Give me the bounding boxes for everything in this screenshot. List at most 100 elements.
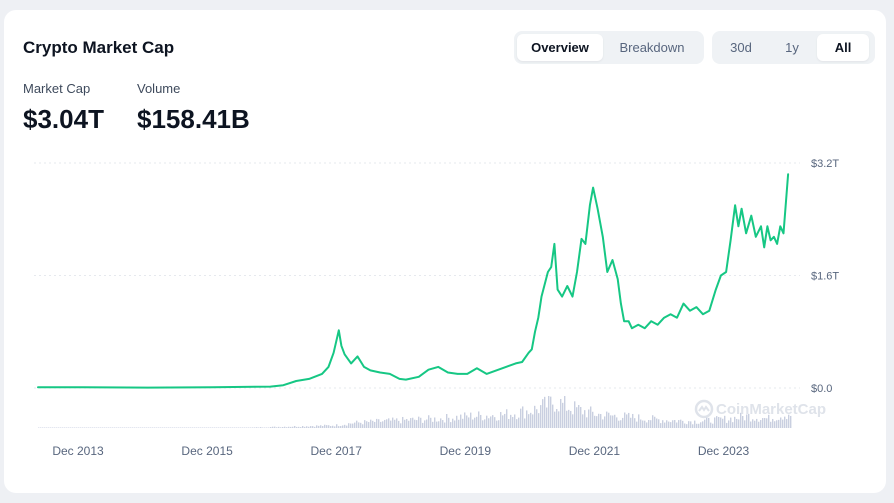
volume-bar bbox=[528, 414, 530, 428]
volume-bar bbox=[530, 412, 532, 428]
volume-bar bbox=[302, 426, 304, 428]
x-tick-label: Dec 2013 bbox=[52, 444, 104, 458]
volume-bar bbox=[444, 422, 446, 428]
volume-bar bbox=[92, 427, 94, 428]
volume-bar bbox=[446, 413, 448, 428]
volume-bar bbox=[720, 417, 722, 428]
volume-bar bbox=[378, 419, 380, 428]
volume-bar bbox=[252, 427, 254, 428]
volume-bar bbox=[552, 404, 554, 428]
volume-bar bbox=[538, 413, 540, 428]
volume-bar bbox=[306, 426, 308, 428]
volume-bar bbox=[694, 420, 696, 428]
volume-bar bbox=[300, 427, 302, 428]
volume-bar bbox=[166, 427, 168, 428]
volume-bar bbox=[114, 427, 116, 428]
volume-bar bbox=[492, 415, 494, 428]
volume-bar bbox=[340, 425, 342, 428]
volume-bar bbox=[282, 427, 284, 428]
volume-bar bbox=[758, 421, 760, 428]
volume-bar bbox=[486, 415, 488, 428]
volume-bar bbox=[546, 407, 548, 428]
volume-bar bbox=[172, 427, 174, 428]
volume-bar bbox=[498, 420, 500, 428]
y-tick-label: $3.2T bbox=[811, 158, 839, 170]
volume-bar bbox=[752, 419, 754, 428]
volume-bar bbox=[700, 422, 702, 428]
volume-bar bbox=[596, 416, 598, 428]
chart-line-layer bbox=[37, 173, 790, 389]
volume-bar bbox=[592, 411, 594, 428]
volume-bar bbox=[204, 427, 206, 428]
volume-bar bbox=[722, 418, 724, 428]
volume-bar bbox=[244, 427, 246, 428]
volume-bar bbox=[84, 427, 86, 428]
volume-bar bbox=[228, 427, 230, 428]
volume-bar bbox=[82, 427, 84, 428]
market-cap-value: $3.04T bbox=[23, 104, 104, 134]
x-tick-label: Dec 2023 bbox=[698, 444, 750, 458]
volume-bar bbox=[658, 419, 660, 428]
volume-bar bbox=[516, 419, 518, 428]
volume-bar bbox=[578, 404, 580, 428]
volume-bar bbox=[634, 418, 636, 428]
volume-bar bbox=[156, 427, 158, 428]
volume-bar bbox=[372, 420, 374, 428]
volume-bar bbox=[368, 422, 370, 428]
volume-bar bbox=[500, 412, 502, 428]
range-all-button[interactable]: All bbox=[817, 34, 869, 61]
volume-bar bbox=[490, 416, 492, 428]
volume-bar bbox=[66, 427, 68, 428]
volume-bar bbox=[506, 409, 508, 428]
volume-bar bbox=[192, 427, 194, 428]
volume-bar bbox=[536, 409, 538, 428]
tab-overview[interactable]: Overview bbox=[517, 34, 603, 61]
range-1y-button[interactable]: 1y bbox=[785, 40, 799, 55]
volume-bar bbox=[222, 427, 224, 428]
volume-bar bbox=[678, 420, 680, 428]
volume-bar bbox=[146, 427, 148, 428]
volume-bar bbox=[94, 427, 96, 428]
volume-bar bbox=[374, 421, 376, 428]
volume-bar bbox=[268, 427, 270, 428]
volume-bar bbox=[442, 420, 444, 428]
range-30d-button[interactable]: 30d bbox=[730, 40, 752, 55]
volume-bar bbox=[624, 412, 626, 428]
volume-bar bbox=[320, 425, 322, 428]
volume-bar bbox=[352, 423, 354, 428]
volume-bar bbox=[476, 416, 478, 428]
volume-bar bbox=[174, 427, 176, 428]
volume-bar bbox=[152, 427, 154, 428]
volume-bar bbox=[304, 426, 306, 428]
volume-bar bbox=[376, 418, 378, 428]
volume-bar bbox=[108, 427, 110, 428]
volume-bar bbox=[80, 427, 82, 428]
tab-breakdown[interactable]: Breakdown bbox=[619, 40, 685, 55]
volume-bar bbox=[232, 427, 234, 428]
volume-bar bbox=[698, 423, 700, 428]
volume-bar bbox=[416, 420, 418, 428]
volume-bar bbox=[666, 420, 668, 428]
volume-bar bbox=[388, 418, 390, 428]
volume-bar bbox=[418, 416, 420, 428]
volume-bar bbox=[72, 427, 74, 428]
market-cap-card: Crypto Market Cap Overview Breakdown 30d… bbox=[4, 10, 886, 493]
volume-bar bbox=[520, 408, 522, 428]
volume-bar bbox=[554, 411, 556, 428]
volume-bar bbox=[310, 426, 312, 428]
volume-bar bbox=[296, 426, 298, 428]
volume-bar bbox=[356, 420, 358, 428]
volume-bar bbox=[332, 425, 334, 428]
market-cap-label: Market Cap bbox=[23, 81, 91, 96]
market-cap-line[interactable] bbox=[37, 173, 790, 389]
volume-bar bbox=[248, 427, 250, 428]
volume-bar bbox=[330, 426, 332, 428]
volume-bar bbox=[184, 427, 186, 428]
volume-bar bbox=[620, 420, 622, 428]
volume-bar bbox=[510, 414, 512, 428]
volume-bar bbox=[96, 427, 98, 428]
volume-bar bbox=[402, 416, 404, 428]
y-axis-labels: $0.0 $1.6T $3.2T bbox=[811, 158, 839, 395]
volume-bar bbox=[464, 412, 466, 428]
